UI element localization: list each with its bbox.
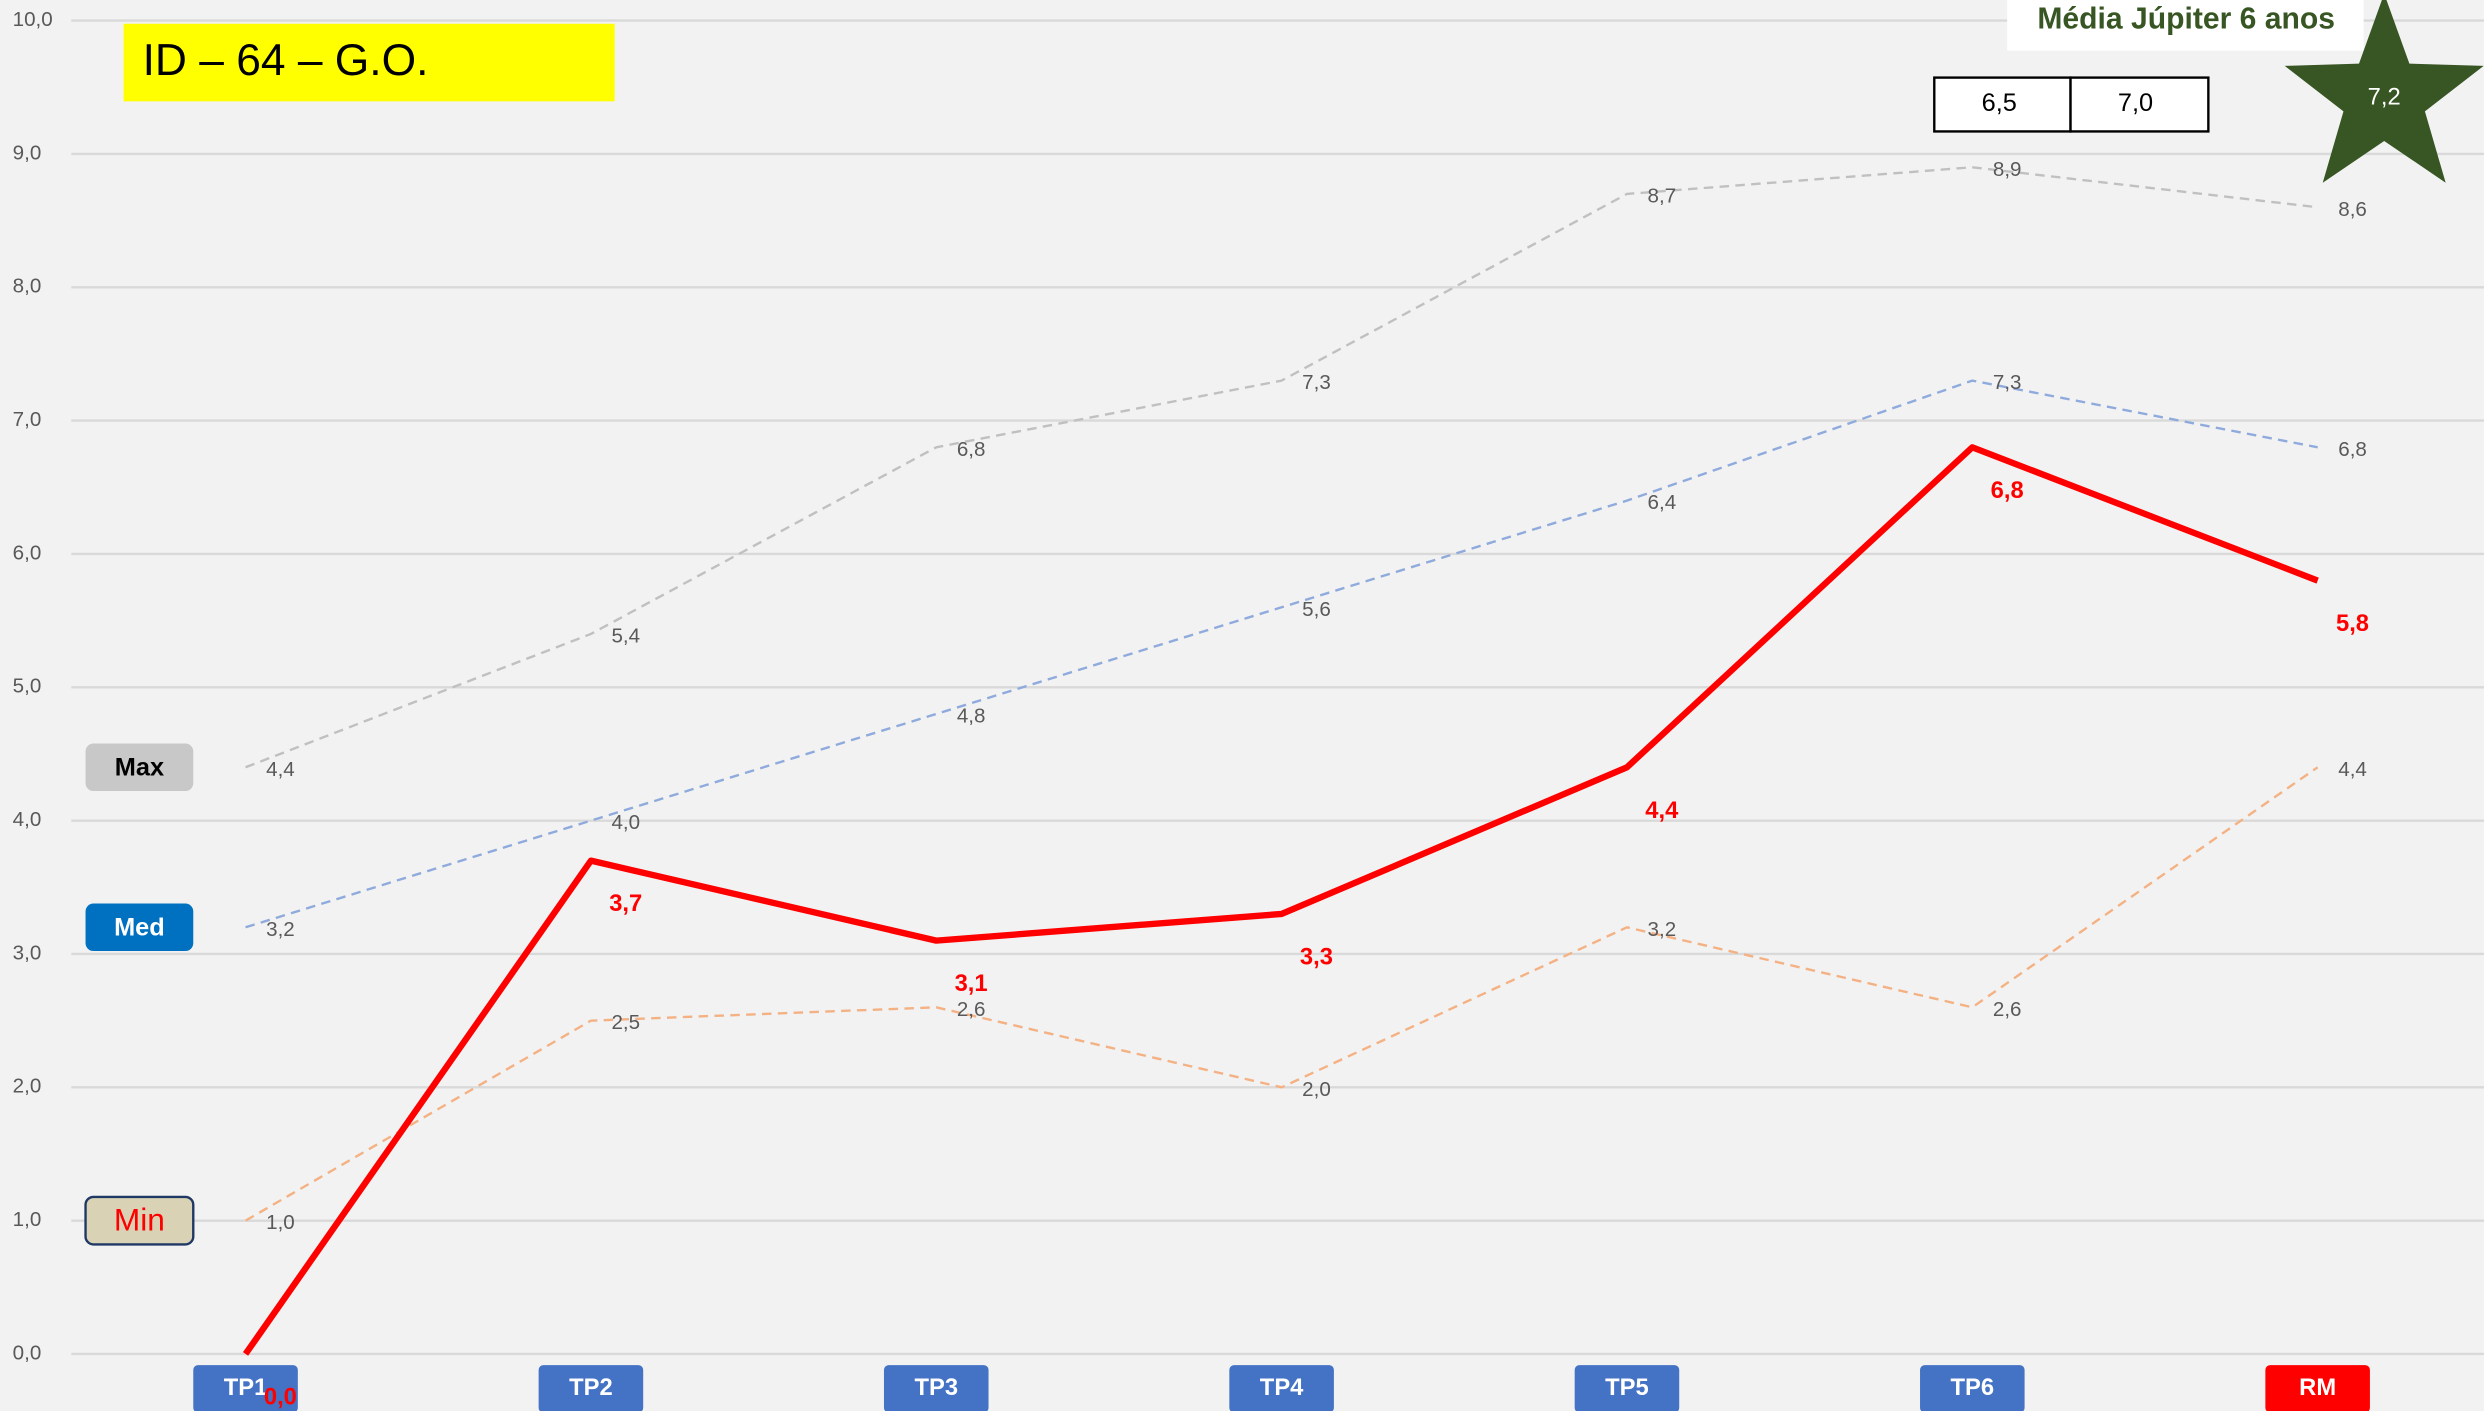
reference-box-label: 7,0 [2118,89,2153,117]
series-line [245,166,2318,769]
chart-title: ID – 64 – G.O. [143,36,429,85]
series-line [245,379,2318,929]
grid [71,19,2484,1356]
data-label: 4,4 [1645,797,1679,824]
data-label: 7,3 [1993,371,2022,394]
x-tick-label: TP4 [1260,1374,1304,1401]
data-label: 6,8 [2338,438,2367,461]
data-label: 3,3 [1300,944,1333,971]
title-box [123,23,615,102]
x-tick-box [1920,1365,2025,1411]
x-tick-box [2265,1365,2370,1411]
data-label: 4,4 [266,758,295,781]
data-label: 5,6 [1302,598,1331,621]
data-label: 2,6 [1993,998,2022,1021]
reference-star-label: 7,2 [2368,83,2401,110]
data-label: 5,8 [2336,610,2369,637]
reference-title-box [2007,0,2364,51]
x-tick-label: TP2 [569,1374,613,1401]
reference-box-label: 6,5 [1982,89,2017,117]
data-label: 2,6 [957,998,986,1021]
y-tick-label: 10,0 [13,8,53,31]
y-tick-label: 8,0 [13,275,42,298]
reference-box [2069,76,2210,133]
x-tick-label: TP3 [914,1374,958,1401]
data-label: 3,2 [266,918,295,941]
x-tick-label: RM [2299,1374,2336,1401]
y-tick-label: 9,0 [13,141,42,164]
data-label: 4,8 [957,705,986,728]
legend-box [84,1195,195,1246]
series-line [242,444,2319,1356]
y-tick-label: 3,0 [13,941,42,964]
reference-box [1933,76,2072,133]
x-tick-label: TP1 [224,1374,268,1401]
y-tick-label: 7,0 [13,408,42,431]
y-tick-label: 6,0 [13,541,42,564]
y-tick-label: 1,0 [13,1208,42,1231]
data-label: 3,2 [1648,918,1677,941]
x-tick-box [193,1365,298,1411]
x-tick-box [538,1365,644,1411]
data-label: 0,0 [264,1384,297,1411]
reference-title: Média Júpiter 6 anos [2037,3,2335,36]
y-tick-label: 2,0 [13,1075,42,1098]
x-tick-box [1574,1365,1680,1411]
y-tick-label: 0,0 [13,1341,42,1364]
data-label: 6,4 [1648,491,1677,514]
data-label: 6,8 [1991,477,2024,504]
data-label: 2,5 [611,1011,640,1034]
data-label: 4,0 [611,811,640,834]
legend-box [85,903,194,952]
y-tick-label: 4,0 [13,808,42,831]
data-label: 8,7 [1648,185,1677,208]
data-label: 8,6 [2338,198,2367,221]
data-label: 3,7 [609,890,642,917]
data-label: 7,3 [1302,371,1331,394]
reference-star [2284,0,2484,183]
x-tick-label: TP5 [1605,1374,1649,1401]
x-tick-box [883,1365,989,1411]
series-line [244,766,2319,1222]
legend-label: Med [114,914,165,942]
data-label: 3,1 [955,970,988,997]
data-label: 8,9 [1993,158,2022,181]
x-tick-label: TP6 [1951,1374,1995,1401]
data-label: 2,0 [1302,1078,1331,1101]
data-label: 1,0 [266,1211,295,1234]
y-tick-label: 5,0 [13,675,42,698]
legend-label: Min [114,1202,165,1238]
legend-label: Max [115,754,164,782]
legend-box [85,743,194,792]
data-label: 5,4 [611,625,640,648]
data-label: 6,8 [957,438,986,461]
x-tick-box [1229,1365,1334,1411]
data-label: 4,4 [2338,758,2367,781]
